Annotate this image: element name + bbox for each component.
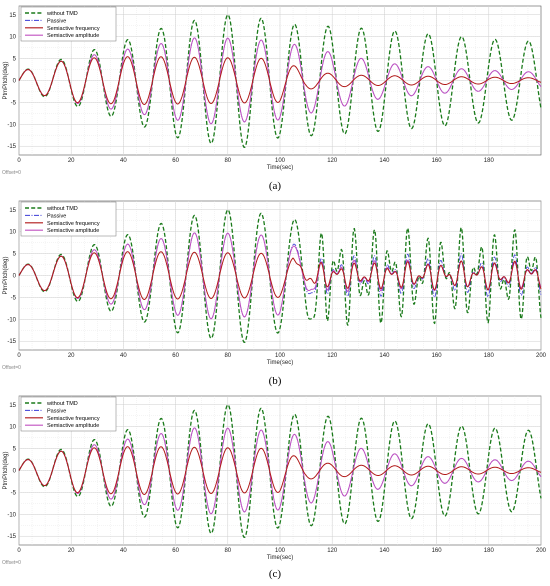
legend-label: Passive — [47, 213, 66, 219]
series-line-semiactive-frequency — [18, 56, 542, 105]
y-tick-label: -10 — [7, 512, 16, 518]
x-tick-label: 120 — [327, 548, 338, 554]
y-tick-label: 10 — [9, 425, 16, 431]
y-tick-label: -10 — [7, 122, 16, 128]
y-tick-label: 5 — [13, 447, 17, 453]
series-line-without-tmd — [18, 209, 542, 343]
legend-label: without TMD — [46, 11, 78, 17]
x-tick-label: 100 — [275, 158, 286, 164]
x-tick-label: 40 — [120, 548, 127, 554]
panel-c: 0 20 40 60 80 100 120 140 160 180 200 -15 -10 -5 0 5 10 1… — [0, 390, 550, 586]
legend-label: Semiactive frequency — [47, 221, 100, 227]
x-tick-label: 0 — [17, 548, 21, 554]
y-tick-label: 10 — [9, 35, 16, 41]
x-tick-label: 60 — [172, 353, 179, 359]
panel-label-b: (b) — [268, 375, 282, 387]
legend-label: Semiactive frequency — [47, 416, 100, 422]
x-tick-label: 140 — [379, 353, 390, 359]
series-line-without-tmd — [18, 14, 542, 148]
chart-b: 0 20 40 60 80 100 120 140 160 180 200 -15 -10 -5 0 5 10 1… — [2, 200, 547, 371]
x-tick-label: 160 — [432, 158, 443, 164]
x-tick-label: 180 — [484, 353, 495, 359]
x-tick-label: 80 — [224, 353, 231, 359]
y-tick-label: 0 — [13, 469, 17, 475]
series-line-semiactive-amplitude — [18, 427, 542, 515]
legend-label: Semiactive amplitude — [47, 228, 99, 234]
legend-label: without TMD — [46, 401, 78, 407]
y-axis-title: PtmPitch(deg) — [3, 451, 9, 489]
x-tick-label: 60 — [172, 158, 179, 164]
y-tick-label: -15 — [7, 339, 16, 345]
legend-label: without TMD — [46, 206, 78, 212]
panel-label-a: (a) — [268, 180, 282, 192]
offset-label: Offset=0 — [2, 365, 21, 371]
series-line-semiactive-amplitude — [18, 37, 542, 125]
legend-label: Semiactive frequency — [47, 26, 100, 32]
chart-a: 0 20 40 60 80 100 120 140 160 180 -15 -10 -5 0 5 10 15 Ti… — [2, 5, 542, 176]
y-tick-label: -5 — [11, 100, 17, 106]
x-tick-label: 0 — [17, 158, 21, 164]
x-tick-label: 160 — [432, 548, 443, 554]
series-line-semiactive-frequency — [18, 251, 542, 300]
x-tick-label: 40 — [120, 353, 127, 359]
x-tick-label: 20 — [68, 353, 75, 359]
y-tick-label: 15 — [9, 13, 16, 19]
x-tick-label: 0 — [17, 353, 21, 359]
legend-label: Semiactive amplitude — [47, 33, 99, 39]
x-tick-label: 40 — [120, 158, 127, 164]
x-tick-label: 180 — [484, 158, 495, 164]
y-tick-label: 15 — [9, 208, 16, 214]
x-tick-label: 80 — [224, 548, 231, 554]
y-tick-label: -10 — [7, 317, 16, 323]
y-tick-label: 0 — [13, 274, 17, 280]
x-tick-label: 100 — [275, 353, 286, 359]
y-tick-label: -5 — [11, 295, 17, 301]
y-tick-label: 5 — [13, 57, 17, 63]
x-tick-label: 140 — [379, 158, 390, 164]
x-tick-label: 20 — [68, 158, 75, 164]
series-line-semiactive-frequency — [18, 446, 542, 495]
panel-a: 0 20 40 60 80 100 120 140 160 180 -15 -10 -5 0 5 10 15 Ti… — [0, 0, 550, 195]
y-tick-label: -5 — [11, 490, 17, 496]
x-tick-label: 120 — [327, 158, 338, 164]
y-tick-label: 5 — [13, 252, 17, 258]
chart-c: 0 20 40 60 80 100 120 140 160 180 200 -15 -10 -5 0 5 10 1… — [2, 395, 547, 566]
legend-label: Semiactive amplitude — [47, 423, 99, 429]
x-tick-label: 200 — [536, 548, 547, 554]
x-tick-label: 120 — [327, 353, 338, 359]
offset-label: Offset=0 — [2, 560, 21, 566]
x-axis-title: Time(sec) — [267, 360, 293, 366]
legend-label: Passive — [47, 18, 66, 24]
x-tick-label: 100 — [275, 548, 286, 554]
series-line-without-tmd — [18, 404, 542, 538]
offset-label: Offset=0 — [2, 170, 21, 176]
y-axis-title: PtmPitch(deg) — [3, 256, 9, 294]
y-tick-label: 0 — [13, 79, 17, 85]
y-tick-label: -15 — [7, 144, 16, 150]
panel-label-c: (c) — [268, 568, 282, 580]
x-tick-label: 200 — [536, 353, 547, 359]
x-tick-label: 160 — [432, 353, 443, 359]
x-tick-label: 180 — [484, 548, 495, 554]
y-tick-label: -15 — [7, 534, 16, 540]
x-tick-label: 140 — [379, 548, 390, 554]
legend-label: Passive — [47, 408, 66, 414]
x-tick-label: 60 — [172, 548, 179, 554]
y-tick-label: 10 — [9, 230, 16, 236]
x-tick-label: 20 — [68, 548, 75, 554]
x-axis-title: Time(sec) — [267, 165, 293, 171]
x-axis-title: Time(sec) — [267, 555, 293, 561]
x-tick-label: 80 — [224, 158, 231, 164]
panel-b: 0 20 40 60 80 100 120 140 160 180 200 -15 -10 -5 0 5 10 1… — [0, 195, 550, 390]
y-tick-label: 15 — [9, 403, 16, 409]
y-axis-title: PtmPitch(deg) — [3, 61, 9, 99]
